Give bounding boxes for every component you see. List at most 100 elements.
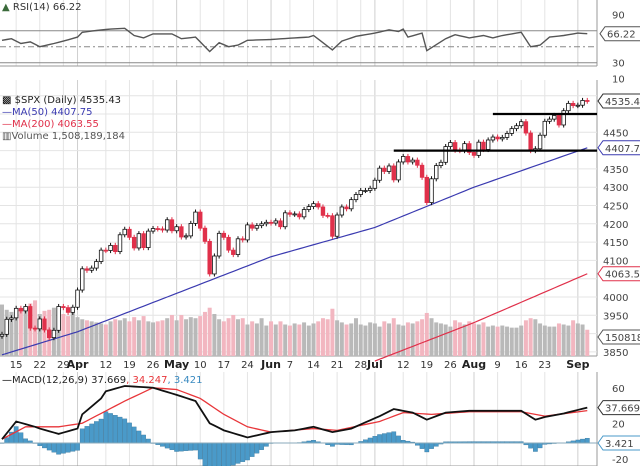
volume-bar bbox=[509, 327, 514, 356]
macd-histogram-bar bbox=[46, 442, 52, 451]
candle bbox=[358, 190, 363, 195]
candle bbox=[23, 306, 28, 312]
price-axis-tick: 4350 bbox=[603, 165, 628, 176]
candle bbox=[509, 128, 514, 134]
macd-histogram-bar bbox=[202, 442, 208, 466]
macd-histogram-bar bbox=[216, 442, 222, 466]
price-axis-tick: 3950 bbox=[603, 311, 628, 322]
candle bbox=[301, 209, 307, 218]
volume-bar bbox=[349, 323, 354, 356]
macd-histogram-bar bbox=[122, 418, 128, 444]
candle bbox=[349, 199, 354, 210]
volume-bar bbox=[528, 318, 533, 356]
candle bbox=[429, 178, 434, 203]
volume-bar bbox=[297, 324, 302, 356]
macd-histogram-bar bbox=[372, 436, 378, 444]
candle bbox=[377, 167, 382, 181]
volume-bar bbox=[519, 325, 524, 356]
macd-histogram-bar bbox=[89, 423, 95, 444]
candle bbox=[443, 146, 448, 163]
macd-histogram-bar bbox=[212, 442, 217, 466]
volume-bar bbox=[136, 320, 141, 356]
candle bbox=[174, 226, 179, 232]
candle bbox=[4, 318, 9, 335]
date-axis-label: 26 bbox=[147, 360, 160, 371]
candle bbox=[467, 143, 472, 153]
volume-bar bbox=[113, 319, 118, 356]
date-axis-label: 23 bbox=[538, 360, 551, 371]
ma50-tag: 4407.75 bbox=[605, 144, 640, 155]
macd-histogram-bar bbox=[13, 426, 19, 444]
candle bbox=[561, 110, 566, 126]
volume-bar bbox=[9, 311, 14, 356]
volume-bar bbox=[37, 314, 42, 356]
volume-label: Volume 1,508,189,184 bbox=[11, 131, 125, 142]
macd-histogram-bar bbox=[117, 416, 123, 444]
volume-bar bbox=[221, 321, 226, 356]
volume-bar bbox=[429, 318, 434, 356]
volume-bar bbox=[372, 323, 377, 356]
candle bbox=[528, 132, 533, 151]
price-axis-tick: 4250 bbox=[603, 202, 628, 213]
volume-bar bbox=[320, 318, 325, 356]
volume-bar bbox=[377, 326, 382, 356]
rsi-current-tag: 66.22 bbox=[607, 30, 636, 41]
volume-bar bbox=[472, 323, 476, 356]
volume-bar bbox=[382, 321, 387, 356]
candle bbox=[400, 156, 406, 163]
candle bbox=[212, 255, 217, 275]
price-legend: ▩ $SPX (Daily) 4535.43 —MA(50) 4407.75 —… bbox=[2, 95, 125, 143]
volume-bar bbox=[146, 321, 151, 356]
candle bbox=[391, 165, 396, 181]
candle bbox=[320, 206, 326, 216]
candle bbox=[113, 244, 118, 253]
candle bbox=[372, 179, 378, 189]
volume-bar bbox=[118, 320, 122, 356]
macd-histogram-bar bbox=[70, 442, 76, 452]
macd-histogram-bar bbox=[42, 442, 47, 449]
volume-bar bbox=[547, 326, 552, 356]
volume-bar bbox=[538, 323, 543, 356]
macd-tag: 37.669 bbox=[605, 404, 640, 415]
volume-bar bbox=[70, 312, 75, 356]
volume-bar bbox=[231, 315, 236, 356]
candle bbox=[585, 100, 590, 102]
candle bbox=[264, 221, 269, 225]
candle bbox=[485, 139, 491, 150]
macd-histogram-bar bbox=[84, 426, 90, 444]
volume-bar bbox=[401, 325, 406, 356]
candle-icon: ▩ bbox=[2, 95, 12, 106]
candle bbox=[556, 115, 562, 126]
volume-bar bbox=[358, 324, 363, 356]
macd-histogram-bar bbox=[193, 442, 198, 451]
candle bbox=[353, 194, 359, 201]
candle bbox=[311, 203, 316, 207]
price-tag: 4535.43 bbox=[605, 97, 640, 108]
date-axis-label: 29 bbox=[57, 360, 70, 371]
volume-bar bbox=[415, 321, 420, 356]
volume-bar bbox=[188, 317, 193, 356]
volume-bar bbox=[151, 322, 156, 356]
volume-bar bbox=[80, 319, 85, 356]
macd-axis-tick: -20 bbox=[612, 455, 628, 466]
candle bbox=[405, 156, 411, 163]
volume-bar bbox=[226, 318, 231, 356]
volume-bar bbox=[585, 329, 590, 356]
macd-histogram-bar bbox=[377, 434, 382, 444]
candle bbox=[84, 268, 90, 271]
candle bbox=[339, 206, 345, 216]
histogram-value: , 3.421 bbox=[167, 375, 203, 386]
macd-histogram-bar bbox=[183, 442, 189, 451]
volume-bar bbox=[387, 323, 392, 356]
ma200-line-icon: — bbox=[2, 119, 12, 130]
macd-tag-box bbox=[597, 400, 640, 416]
candle bbox=[117, 234, 123, 253]
macd-histogram-bar bbox=[112, 415, 118, 444]
volume-bar bbox=[368, 322, 373, 356]
volume-bar bbox=[339, 322, 344, 356]
candle bbox=[70, 306, 75, 313]
volume-bar bbox=[396, 324, 401, 356]
date-axis-label: 9 bbox=[494, 360, 500, 371]
candle bbox=[164, 219, 170, 231]
